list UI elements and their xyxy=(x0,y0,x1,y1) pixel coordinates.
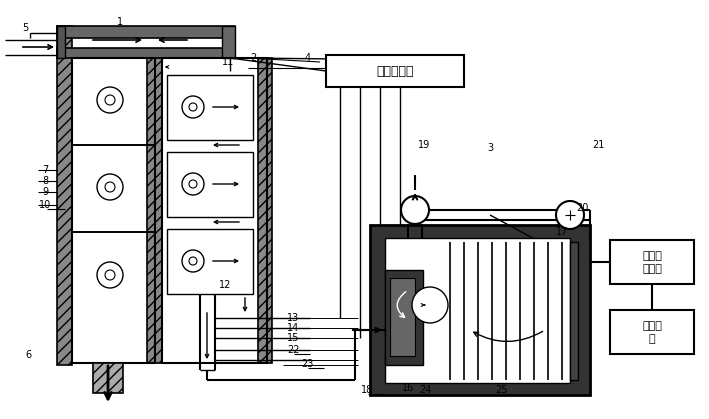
Text: 18: 18 xyxy=(361,385,373,395)
Bar xyxy=(57,26,235,38)
Text: 4: 4 xyxy=(305,53,311,63)
Circle shape xyxy=(556,201,584,229)
Circle shape xyxy=(182,250,204,272)
Bar xyxy=(390,278,415,356)
Bar xyxy=(258,58,272,363)
Circle shape xyxy=(182,96,204,118)
Bar xyxy=(93,363,123,393)
Text: 23: 23 xyxy=(301,359,313,369)
Text: 11: 11 xyxy=(222,57,234,67)
Text: 10: 10 xyxy=(39,200,51,210)
Text: 17: 17 xyxy=(556,227,568,237)
Bar xyxy=(326,55,464,87)
Text: 2: 2 xyxy=(250,53,256,63)
Circle shape xyxy=(189,180,197,188)
Bar xyxy=(222,26,235,58)
Circle shape xyxy=(412,287,448,323)
Text: 14: 14 xyxy=(287,323,299,333)
Circle shape xyxy=(97,174,123,200)
Circle shape xyxy=(97,262,123,288)
Bar xyxy=(385,270,423,365)
Bar xyxy=(370,225,590,395)
Circle shape xyxy=(105,95,115,105)
Bar xyxy=(72,58,155,363)
Bar xyxy=(72,145,155,232)
Text: 5: 5 xyxy=(22,23,28,33)
Text: 6: 6 xyxy=(25,350,31,360)
Text: 单片机控制: 单片机控制 xyxy=(376,65,414,78)
Text: 24: 24 xyxy=(419,385,431,395)
Circle shape xyxy=(105,182,115,192)
Text: 微电流: 微电流 xyxy=(642,251,662,261)
Text: 8: 8 xyxy=(42,176,48,186)
Text: 19: 19 xyxy=(418,140,430,150)
Bar xyxy=(57,48,235,58)
Text: 3: 3 xyxy=(487,143,493,153)
Bar xyxy=(385,238,570,383)
Text: 7: 7 xyxy=(42,165,48,175)
Text: 集: 集 xyxy=(649,334,655,344)
Bar xyxy=(57,26,72,365)
Circle shape xyxy=(189,257,197,265)
Text: 15: 15 xyxy=(287,333,299,343)
Bar xyxy=(57,26,65,58)
Text: 1: 1 xyxy=(117,17,123,27)
Bar xyxy=(610,240,694,284)
Bar xyxy=(147,58,162,363)
Circle shape xyxy=(105,270,115,280)
Bar xyxy=(610,310,694,354)
Text: 21: 21 xyxy=(592,140,604,150)
Text: 9: 9 xyxy=(42,187,48,197)
Bar xyxy=(570,242,578,380)
Text: 13: 13 xyxy=(287,313,299,323)
Text: 放大器: 放大器 xyxy=(642,264,662,274)
Bar xyxy=(167,229,253,294)
Circle shape xyxy=(401,196,429,224)
Text: 数据采: 数据采 xyxy=(642,321,662,331)
Text: 16: 16 xyxy=(402,383,414,393)
Bar xyxy=(167,75,253,140)
Text: 25: 25 xyxy=(496,385,508,395)
Circle shape xyxy=(182,173,204,195)
Bar xyxy=(167,152,253,217)
Text: 22: 22 xyxy=(286,345,299,355)
Text: 12: 12 xyxy=(219,280,231,290)
Bar xyxy=(162,58,267,363)
Circle shape xyxy=(189,103,197,111)
Bar xyxy=(72,232,155,363)
Text: 20: 20 xyxy=(576,203,588,213)
Bar xyxy=(72,58,155,145)
Circle shape xyxy=(97,87,123,113)
